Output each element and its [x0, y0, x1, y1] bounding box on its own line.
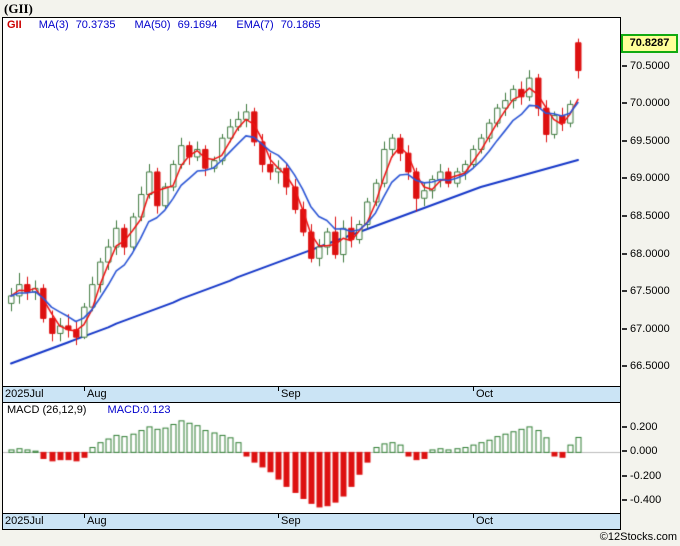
month-label: Sep [281, 388, 301, 400]
axis-tick [622, 253, 627, 256]
axis-tick [622, 475, 627, 478]
macd-legend: MACD (26,12,9) MACD:0.123 [7, 404, 171, 416]
axis-tick [622, 499, 627, 502]
macd-legend-params: MACD (26,12,9) [7, 404, 87, 416]
price-axis-label: 69.0000 [622, 172, 670, 184]
axis-tick [622, 426, 627, 429]
price-axis-label: 67.5000 [622, 285, 670, 297]
legend-ma50: MA(50) 69.1694 [135, 19, 218, 31]
macd-axis-label: -0.200 [622, 470, 661, 482]
month-label: Oct [476, 388, 494, 400]
legend-ma50-value: 69.1694 [177, 19, 218, 31]
watermark: ©12Stocks.com [599, 531, 677, 543]
axis-tick [622, 365, 627, 368]
macd-axis-label: 0.000 [622, 445, 658, 457]
month-label: 2025Jul [5, 388, 44, 400]
macd-axis-label: -0.400 [622, 494, 661, 506]
macd-legend-value: MACD:0.123 [107, 404, 171, 416]
page-title: (GII) [4, 1, 33, 16]
price-axis-label: 69.5000 [622, 135, 670, 147]
price-axis-label: 66.5000 [622, 360, 670, 372]
month-tick [473, 514, 474, 518]
price-panel: GII MA(3) 70.3735 MA(50) 69.1694 EMA(7) 70.… [2, 17, 621, 403]
axis-tick [622, 450, 627, 453]
axis-tick [622, 140, 627, 143]
macd-chart-canvas [3, 416, 620, 513]
axis-tick [622, 65, 627, 68]
price-date-axis: 2025Jul Aug Sep Oct [3, 386, 620, 402]
legend-ma3: MA(3) 70.3735 [39, 19, 116, 31]
month-tick [278, 387, 279, 391]
axis-tick [622, 290, 627, 293]
axis-tick [622, 177, 627, 180]
macd-panel: MACD (26,12,9) MACD:0.123 2025Jul Aug Sep O… [2, 402, 621, 530]
price-axis-label: 68.5000 [622, 210, 670, 222]
axis-tick [622, 328, 627, 331]
month-label: Oct [476, 515, 494, 527]
month-tick [84, 387, 85, 391]
price-axis-label: 67.0000 [622, 323, 670, 335]
legend-ema7-value: 70.1865 [280, 19, 321, 31]
month-label: Sep [281, 515, 301, 527]
legend-symbol: GII [7, 19, 22, 31]
last-price-badge: 70.8287 [621, 34, 678, 53]
month-label: Aug [87, 388, 107, 400]
legend-ema7: EMA(7) 70.1865 [236, 19, 320, 31]
month-tick [473, 387, 474, 391]
price-axis-label: 70.0000 [622, 97, 670, 109]
month-label: Aug [87, 515, 107, 527]
macd-date-axis: 2025Jul Aug Sep Oct [3, 513, 620, 529]
month-tick [278, 514, 279, 518]
price-chart-canvas [3, 18, 620, 386]
price-axis-label: 68.0000 [622, 248, 670, 260]
legend-ma3-label: MA(3) [38, 19, 69, 31]
legend-ema7-label: EMA(7) [236, 19, 274, 31]
axis-tick [622, 215, 627, 218]
month-label: 2025Jul [5, 515, 44, 527]
macd-axis-label: 0.200 [622, 421, 658, 433]
legend-ma3-value: 70.3735 [75, 19, 116, 31]
price-legend: GII MA(3) 70.3735 MA(50) 69.1694 EMA(7) 70.… [7, 19, 336, 31]
legend-ma50-label: MA(50) [134, 19, 171, 31]
price-axis-label: 70.5000 [622, 60, 670, 72]
month-tick [84, 514, 85, 518]
axis-tick [622, 102, 627, 105]
